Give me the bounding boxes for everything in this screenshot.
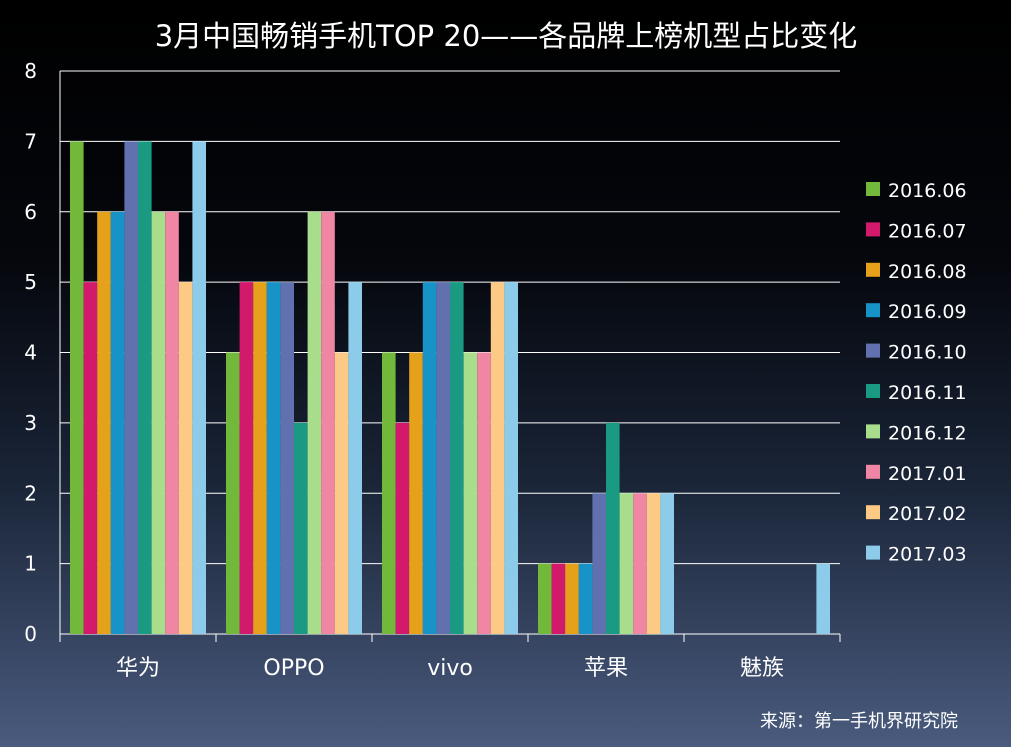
legend-label: 2016.11 <box>888 382 967 404</box>
legend-swatch <box>866 182 880 196</box>
x-category-label: OPPO <box>263 656 324 681</box>
bar <box>178 282 193 634</box>
legend-swatch <box>866 505 880 520</box>
legend-label: 2016.08 <box>888 261 967 283</box>
bar <box>633 493 647 634</box>
bar <box>192 141 206 634</box>
legend: 2016.06 2016.07 2016.08 2016.09 2016.10 2016.… <box>866 180 967 566</box>
bar <box>266 282 281 634</box>
bar <box>592 493 606 634</box>
x-category-label: vivo <box>427 656 473 681</box>
y-tick-label: 3 <box>24 411 37 435</box>
bar <box>538 563 552 634</box>
bar <box>151 211 166 634</box>
bar <box>138 141 152 634</box>
bar <box>490 282 505 634</box>
bar <box>382 352 396 634</box>
y-tick-label: 4 <box>24 341 37 365</box>
bar <box>660 493 674 634</box>
source-note: 来源：第一手机界研究院 <box>760 711 958 732</box>
y-tick-label: 7 <box>24 129 37 153</box>
axis-layer: 0 1 2 3 4 5 6 7 8 华为 OPPO vivo 苹果 魅族 <box>24 59 841 681</box>
legend-swatch <box>866 464 880 479</box>
legend-swatch <box>866 424 880 439</box>
bar <box>606 422 620 634</box>
y-tick-label: 6 <box>24 200 37 224</box>
x-category-label: 魅族 <box>740 656 784 681</box>
bar <box>334 352 349 634</box>
legend-label: 2016.07 <box>888 220 967 242</box>
bar <box>816 563 830 634</box>
legend-swatch <box>866 545 880 560</box>
bar <box>321 211 335 634</box>
bar <box>83 282 98 634</box>
x-category-label: 华为 <box>116 656 160 681</box>
bar <box>239 282 254 634</box>
chart-title: 3月中国畅销手机TOP 20——各品牌上榜机型占比变化 <box>155 19 858 53</box>
bar <box>477 352 491 634</box>
bar <box>619 493 634 634</box>
bar <box>646 493 661 634</box>
bar <box>436 282 450 634</box>
legend-label: 2017.02 <box>888 503 967 525</box>
legend-label: 2016.10 <box>888 342 967 364</box>
x-category-label: 苹果 <box>584 656 628 681</box>
bar <box>165 211 179 634</box>
bar <box>280 282 294 634</box>
y-tick-label: 1 <box>24 552 37 576</box>
legend-swatch <box>866 262 880 277</box>
bar <box>463 352 478 634</box>
bar <box>97 211 111 634</box>
bar <box>294 422 308 634</box>
bar <box>422 282 437 634</box>
legend-label: 2016.09 <box>888 301 967 323</box>
legend-label: 2017.01 <box>888 463 967 485</box>
legend-swatch <box>866 343 880 358</box>
legend-label: 2017.03 <box>888 544 967 566</box>
bar <box>253 282 267 634</box>
y-tick-label: 0 <box>24 622 37 646</box>
legend-swatch <box>866 303 880 318</box>
bar <box>307 211 322 634</box>
bar <box>226 352 240 634</box>
bars-layer <box>70 141 830 634</box>
legend-label: 2016.12 <box>888 422 967 444</box>
legend-label: 2016.06 <box>888 180 967 202</box>
bar <box>551 563 566 634</box>
bar <box>110 211 125 634</box>
bar <box>409 352 423 634</box>
y-tick-label: 8 <box>24 59 37 83</box>
bar <box>348 282 362 634</box>
bar <box>395 422 410 634</box>
legend-swatch <box>866 222 880 237</box>
bar <box>578 563 593 634</box>
y-tick-label: 2 <box>24 481 37 505</box>
bar <box>504 282 518 634</box>
legend-swatch <box>866 384 880 398</box>
bar <box>565 563 579 634</box>
y-tick-label: 5 <box>24 270 37 294</box>
bar <box>70 141 84 634</box>
bar <box>450 282 464 634</box>
bar <box>124 141 138 634</box>
